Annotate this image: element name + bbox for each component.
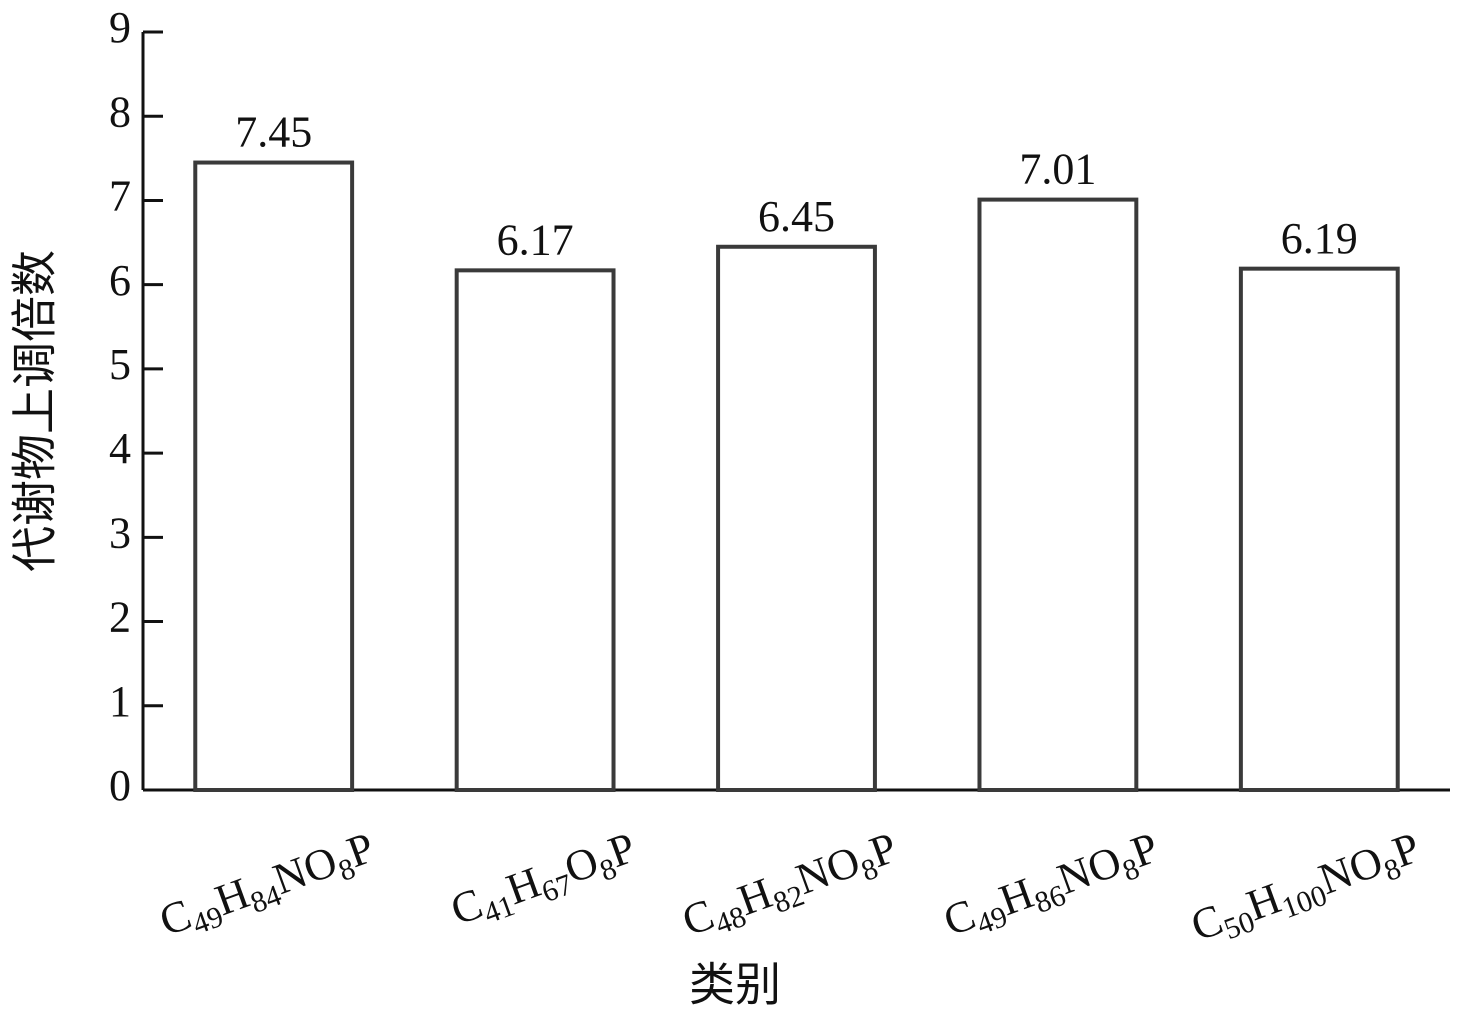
y-tick-label: 1 (109, 677, 131, 726)
y-tick-label: 6 (109, 256, 131, 305)
x-tick-label: C50H100NO8P (1185, 823, 1429, 956)
x-tick-label: C41H67O8P (444, 823, 644, 940)
bar (716, 244, 877, 792)
y-tick-label: 3 (109, 508, 131, 557)
bar (454, 268, 616, 792)
value-label: 6.45 (758, 192, 835, 241)
value-label: 7.01 (1019, 145, 1096, 194)
y-tick-label: 7 (109, 172, 131, 221)
x-tick-label: C49H84NO8P (153, 823, 382, 951)
value-label: 6.19 (1281, 214, 1358, 263)
value-label: 7.45 (235, 108, 312, 157)
y-tick-label: 4 (109, 424, 131, 473)
bar (977, 197, 1139, 792)
bar (193, 160, 355, 793)
value-label: 6.17 (497, 215, 574, 264)
y-tick-label: 9 (109, 3, 131, 52)
x-tick-label: C48H82NO8P (676, 823, 905, 951)
y-tick-label: 0 (109, 761, 131, 810)
x-tick-label: C49H86NO8P (937, 823, 1166, 951)
x-axis-title: 类别 (689, 960, 781, 1011)
y-axis-title: 代谢物上调倍数 (10, 250, 61, 572)
y-tick-label: 5 (109, 340, 131, 389)
bar (1238, 266, 1400, 793)
y-tick-label: 8 (109, 87, 131, 136)
y-tick-label: 2 (109, 593, 131, 642)
